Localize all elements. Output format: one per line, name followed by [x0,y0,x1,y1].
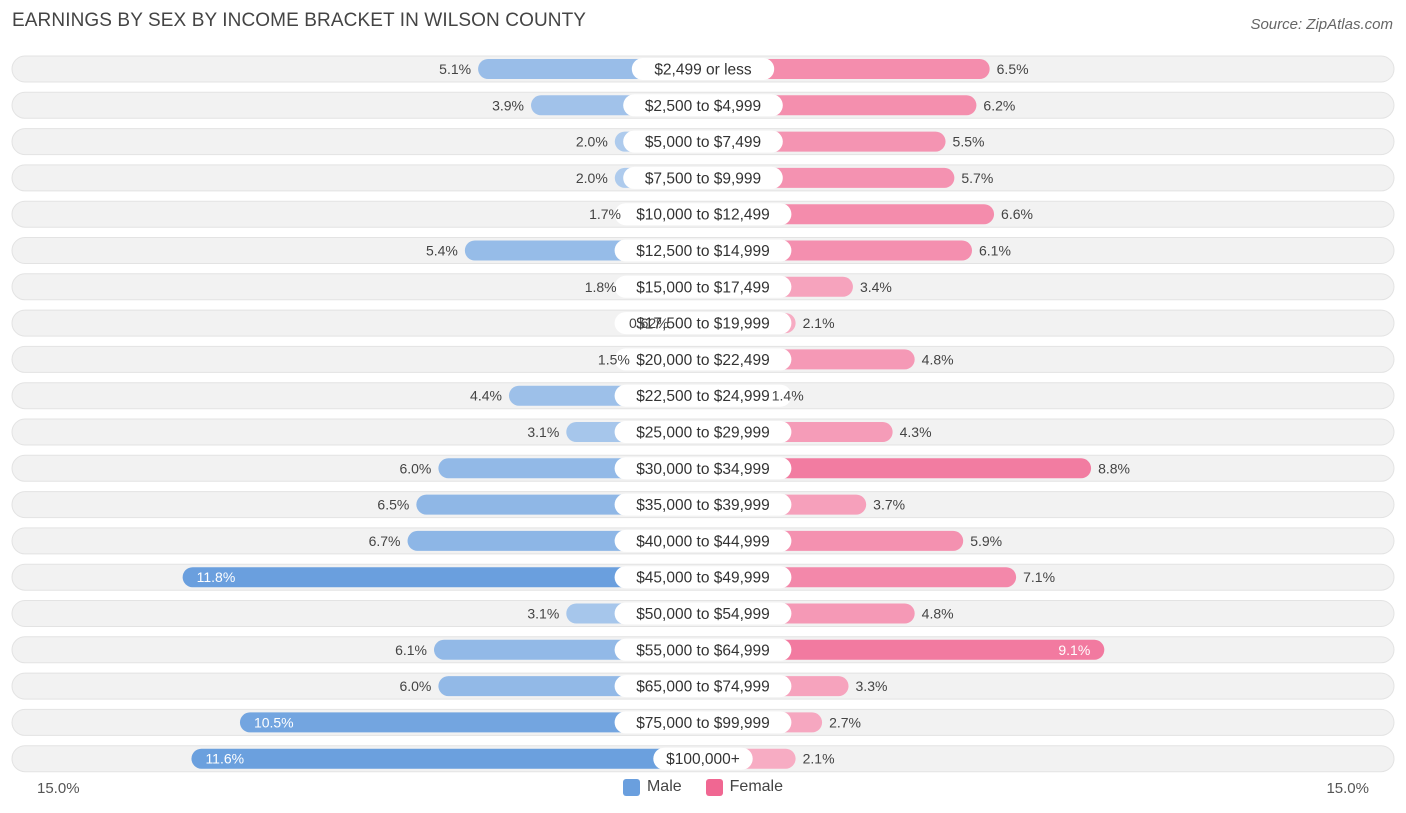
female-value-label: 7.1% [1023,569,1055,585]
male-value-label: 3.1% [527,606,559,622]
legend-swatch-female [705,778,723,796]
category-pill [614,711,792,734]
female-value-label: 6.5% [997,61,1029,77]
male-value-label: 1.5% [598,351,630,367]
category-pill [614,638,792,661]
bar-female[interactable] [693,639,1105,660]
male-value-label: 1.8% [585,279,617,295]
bar-female[interactable] [693,458,1092,479]
male-value-label: 4.4% [470,388,502,404]
male-value-label: 6.7% [369,533,401,549]
female-value-label: 8.8% [1098,460,1130,476]
category-pill [614,384,792,407]
axis-min-label: 15.0% [37,780,80,797]
chart-legend: Male Female [0,778,1406,796]
category-label: $65,000 to $74,999 [636,679,770,696]
category-label: $35,000 to $39,999 [636,497,770,514]
male-value-label: 2.0% [576,170,608,186]
category-pill [614,348,792,371]
category-pill [614,275,792,298]
female-value-label: 3.7% [873,497,905,513]
category-pill [623,94,783,117]
female-value-label: 5.5% [953,134,985,150]
female-value-label: 3.4% [860,279,892,295]
category-pill [614,675,792,698]
category-label: $17,500 to $19,999 [636,316,770,333]
legend-label-male: Male [646,778,682,795]
male-value-label: 11.6% [205,751,244,767]
category-label: $30,000 to $34,999 [636,461,770,478]
male-value-label: 11.8% [197,569,236,585]
male-value-label: 6.1% [395,642,427,658]
female-value-label: 4.3% [900,424,932,440]
chart-source: Source: ZipAtlas.com [1250,16,1393,33]
legend-item-male[interactable]: Male [622,778,682,796]
male-value-label: 6.0% [399,460,431,476]
category-label: $5,000 to $7,499 [645,134,761,151]
category-label: $2,499 or less [654,62,752,79]
female-value-label: 2.7% [829,714,861,730]
male-value-label: 6.0% [399,678,431,694]
category-pill [614,312,792,335]
female-value-label: 6.1% [979,243,1011,259]
category-pill [614,457,792,480]
bar-male[interactable] [182,567,713,588]
category-pill [614,602,792,625]
category-label: $25,000 to $29,999 [636,425,770,442]
female-value-label: 5.9% [970,533,1002,549]
female-value-label: 1.4% [772,388,804,404]
category-pill [614,421,792,443]
category-pill [623,166,783,189]
category-label: $45,000 to $49,999 [636,570,770,587]
male-value-label: 3.9% [492,97,524,113]
male-value-label: 6.5% [377,497,409,513]
legend-swatch-male [622,778,640,796]
category-label: $75,000 to $99,999 [636,715,770,732]
legend-label-female: Female [729,778,784,795]
bar-male[interactable] [239,712,713,733]
female-value-label: 4.8% [922,351,954,367]
female-value-label: 2.1% [803,315,835,331]
category-pill [631,58,775,80]
category-pill [614,529,792,552]
category-label: $10,000 to $12,499 [636,207,770,224]
category-label: $55,000 to $64,999 [636,642,770,659]
chart-plot-area: $2,499 or less 5.1% 6.5% $2,500 to $4,999 3.… [11,55,1395,773]
category-pill [614,566,792,589]
category-label: $50,000 to $54,999 [636,606,770,623]
female-value-label: 2.1% [803,751,835,767]
female-value-label: 5.7% [961,170,993,186]
male-value-label: 5.4% [426,243,458,259]
category-label: $20,000 to $22,499 [636,352,770,369]
female-value-label: 4.8% [922,606,954,622]
male-value-label: 10.5% [254,714,294,730]
chart-title: EARNINGS BY SEX BY INCOME BRACKET IN WIL… [12,10,587,31]
female-value-label: 3.3% [856,678,888,694]
category-label: $100,000+ [666,751,740,768]
category-pill [614,203,792,226]
category-pill [614,493,792,516]
category-label: $2,500 to $4,999 [645,98,761,115]
bar-male[interactable] [191,748,713,769]
male-value-label: 5.1% [439,61,471,77]
male-value-label: 0.62% [629,315,669,331]
category-label: $40,000 to $44,999 [636,533,770,550]
category-label: $12,500 to $14,999 [636,243,770,260]
female-value-label: 9.1% [1058,642,1090,658]
female-value-label: 6.2% [983,97,1015,113]
male-value-label: 3.1% [527,424,559,440]
category-label: $15,000 to $17,499 [636,279,770,296]
female-value-label: 6.6% [1001,206,1033,222]
category-label: $7,500 to $9,999 [645,170,761,187]
category-pill [653,747,753,770]
axis-max-label: 15.0% [1326,780,1369,797]
male-value-label: 2.0% [576,134,608,150]
category-pill [614,239,792,262]
male-value-label: 1.7% [589,206,621,222]
legend-item-female[interactable]: Female [705,778,784,796]
category-label: $22,500 to $24,999 [636,388,770,405]
category-pill [623,130,783,153]
